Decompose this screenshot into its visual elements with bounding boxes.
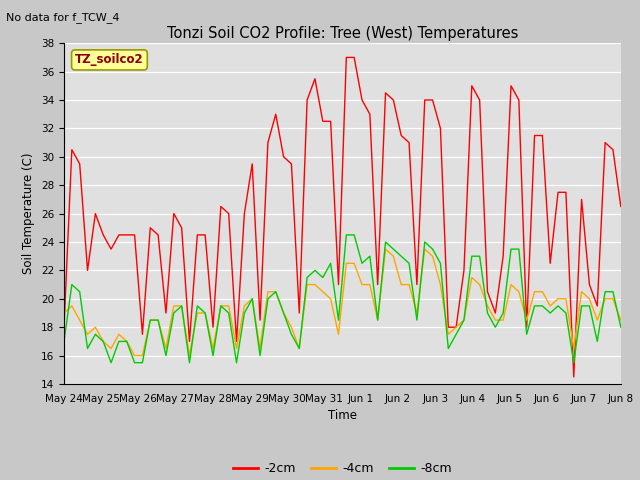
-2cm bbox=[617, 204, 625, 209]
-8cm bbox=[390, 246, 397, 252]
Line: -8cm: -8cm bbox=[64, 235, 621, 363]
-2cm bbox=[60, 324, 68, 330]
-8cm bbox=[617, 324, 625, 330]
-2cm bbox=[421, 97, 429, 103]
-4cm bbox=[60, 310, 68, 316]
Y-axis label: Soil Temperature (C): Soil Temperature (C) bbox=[22, 153, 35, 275]
-4cm bbox=[131, 353, 138, 359]
-2cm bbox=[248, 161, 256, 167]
-8cm bbox=[108, 360, 115, 366]
Title: Tonzi Soil CO2 Profile: Tree (West) Temperatures: Tonzi Soil CO2 Profile: Tree (West) Temp… bbox=[166, 25, 518, 41]
-8cm bbox=[60, 338, 68, 344]
-2cm bbox=[444, 324, 452, 330]
-2cm bbox=[381, 90, 389, 96]
-2cm bbox=[139, 331, 147, 337]
-2cm bbox=[586, 282, 593, 288]
-4cm bbox=[452, 324, 460, 330]
-8cm bbox=[429, 246, 436, 252]
Legend: -2cm, -4cm, -8cm: -2cm, -4cm, -8cm bbox=[228, 457, 456, 480]
-8cm bbox=[342, 232, 350, 238]
-4cm bbox=[617, 317, 625, 323]
Text: No data for f_TCW_4: No data for f_TCW_4 bbox=[6, 12, 120, 23]
-8cm bbox=[256, 353, 264, 359]
-4cm bbox=[147, 317, 154, 323]
-4cm bbox=[390, 253, 397, 259]
-8cm bbox=[586, 303, 593, 309]
Text: TZ_soilco2: TZ_soilco2 bbox=[75, 53, 144, 66]
-2cm bbox=[342, 55, 350, 60]
-4cm bbox=[256, 346, 264, 351]
-4cm bbox=[381, 246, 389, 252]
-4cm bbox=[429, 253, 436, 259]
X-axis label: Time: Time bbox=[328, 409, 357, 422]
Line: -4cm: -4cm bbox=[64, 249, 621, 356]
-8cm bbox=[452, 331, 460, 337]
-4cm bbox=[586, 296, 593, 301]
Line: -2cm: -2cm bbox=[64, 58, 621, 377]
-2cm bbox=[570, 374, 577, 380]
-8cm bbox=[147, 317, 154, 323]
